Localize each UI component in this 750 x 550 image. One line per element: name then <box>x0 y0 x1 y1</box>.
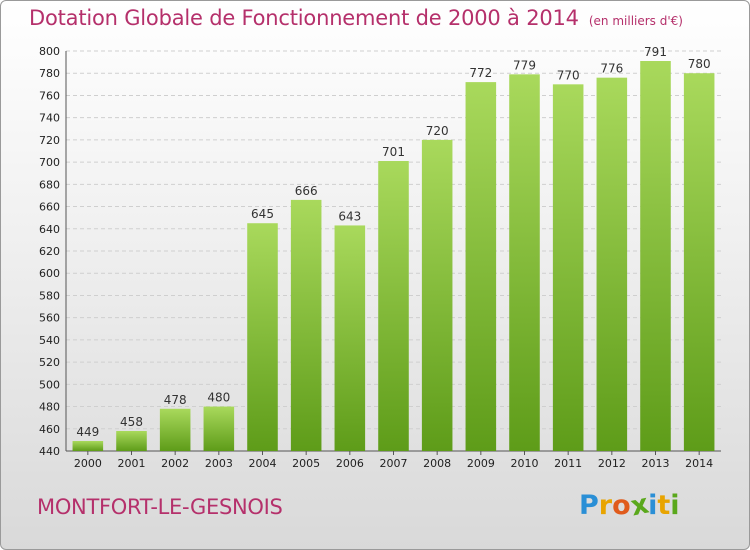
y-tick-label: 760 <box>39 89 60 102</box>
logo-letter: i <box>648 490 658 521</box>
bar-2001 <box>116 431 147 451</box>
value-label-2009: 772 <box>469 66 492 80</box>
bar-2007 <box>378 161 409 451</box>
value-label-2010: 779 <box>513 58 536 72</box>
value-label-2007: 701 <box>382 145 405 159</box>
y-tick-label: 500 <box>39 378 60 391</box>
labels: 449 458 478 480 645 666 643 701 720 772 779 770 776 7… <box>76 45 710 439</box>
x-tick-label-2007: 2007 <box>380 457 408 470</box>
value-label-2000: 449 <box>76 425 99 439</box>
commune-name: MONTFORT-LE-GESNOIS <box>37 495 283 519</box>
logo-letter: i <box>670 490 680 521</box>
x-tick-label-2012: 2012 <box>598 457 626 470</box>
y-tick-label: 700 <box>39 156 60 169</box>
y-tick-label: 540 <box>39 334 60 347</box>
value-label-2008: 720 <box>426 124 449 138</box>
value-label-2003: 480 <box>207 391 230 405</box>
logo-letter: r <box>598 490 613 521</box>
bar-2013 <box>640 61 671 451</box>
x-tick-label-2005: 2005 <box>292 457 320 470</box>
bar-2012 <box>596 77 628 452</box>
bars <box>72 61 715 452</box>
x-tick-label-2008: 2008 <box>423 457 451 470</box>
title-text: Dotation Globale de Fonctionnement de 20… <box>29 6 579 30</box>
x-tick-label-2002: 2002 <box>161 457 189 470</box>
chart-title: Dotation Globale de Fonctionnement de 20… <box>29 6 683 30</box>
x-tick-label-2001: 2001 <box>118 457 146 470</box>
bar-2010 <box>509 74 540 451</box>
y-tick-label: 580 <box>39 289 60 302</box>
bar-2000 <box>72 441 104 451</box>
bar-2003 <box>203 406 235 451</box>
y-tick-label: 520 <box>39 356 60 369</box>
y-tick-label: 640 <box>39 223 60 236</box>
x-tick-label-2004: 2004 <box>249 457 277 470</box>
bar-2002 <box>159 408 191 451</box>
bar-2005 <box>290 199 322 451</box>
y-tick-label: 720 <box>39 134 60 147</box>
y-tick-label: 740 <box>39 112 60 125</box>
y-tick-label: 680 <box>39 178 60 191</box>
bar-2004 <box>247 223 278 451</box>
bar-2009 <box>465 82 497 451</box>
proxiti-logo: Proxiti <box>579 489 680 523</box>
y-tick-label: 660 <box>39 201 60 214</box>
value-label-2002: 478 <box>164 393 187 407</box>
value-label-2013: 791 <box>644 45 667 59</box>
x-tick-label-2000: 2000 <box>74 457 102 470</box>
bar-2014 <box>683 73 715 451</box>
y-tick-label: 460 <box>39 423 60 436</box>
value-label-2006: 643 <box>338 209 361 223</box>
x-tick-label-2014: 2014 <box>685 457 713 470</box>
y-tick-label: 800 <box>39 45 60 58</box>
y-tick-label: 480 <box>39 401 60 414</box>
x-tick-label-2006: 2006 <box>336 457 364 470</box>
y-tick-label: 620 <box>39 245 60 258</box>
y-tick-label: 600 <box>39 267 60 280</box>
x-tick-label-2011: 2011 <box>554 457 582 470</box>
x-tick-label-2009: 2009 <box>467 457 495 470</box>
value-label-2014: 780 <box>688 57 711 71</box>
y-tick-label: 440 <box>39 445 60 458</box>
value-label-2012: 776 <box>600 62 623 76</box>
chart-subtitle: (en milliers d'€) <box>588 14 683 28</box>
value-label-2005: 666 <box>295 184 318 198</box>
value-label-2001: 458 <box>120 415 143 429</box>
y-tick-label: 560 <box>39 312 60 325</box>
y-tick-label: 780 <box>39 67 60 80</box>
bar-2006 <box>334 225 366 451</box>
value-label-2011: 770 <box>557 68 580 82</box>
logo-letter: t <box>657 490 671 521</box>
logo-letter: P <box>579 490 599 521</box>
bar-2011 <box>552 84 584 451</box>
x-tick-label-2010: 2010 <box>511 457 539 470</box>
logo-letter: o <box>612 490 631 521</box>
x-tick-label-2013: 2013 <box>642 457 670 470</box>
bar-2008 <box>421 139 453 451</box>
value-label-2004: 645 <box>251 207 274 221</box>
x-tick-label-2003: 2003 <box>205 457 233 470</box>
